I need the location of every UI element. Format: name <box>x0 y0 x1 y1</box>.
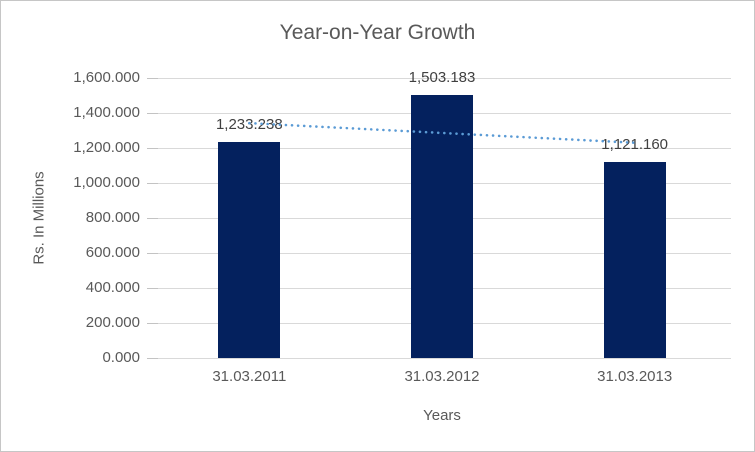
x-axis-category-label: 31.03.2013 <box>597 368 673 385</box>
data-label: 1,121.160 <box>601 135 669 153</box>
gridline <box>153 357 731 359</box>
y-axis-tick-mark <box>147 182 158 184</box>
y-axis-tick-mark <box>147 147 158 149</box>
bar-31.03.2011 <box>218 142 281 358</box>
bar-31.03.2012 <box>411 94 473 358</box>
plot-area: 1,233.238 1,503.183 1,121.160 <box>153 69 731 359</box>
y-axis-tick-mark <box>147 252 158 254</box>
chart-title: Year-on-Year Growth <box>279 21 476 44</box>
y-axis-tick-label: 1,400.000 <box>73 104 140 121</box>
y-axis-tick-mark <box>147 77 158 79</box>
y-axis-tick-label: 1,000.000 <box>73 174 140 191</box>
gridline <box>153 77 731 79</box>
data-label: 1,233.238 <box>215 116 283 134</box>
y-axis-tick-label: 400.000 <box>85 279 140 296</box>
y-axis-tick-label: 800.000 <box>85 209 140 226</box>
y-axis-tick-label: 600.000 <box>85 244 140 261</box>
y-axis-tick-mark <box>147 357 158 359</box>
y-axis-tick-label: 200.000 <box>85 314 140 331</box>
y-axis-tick-label: 1,600.000 <box>73 69 140 86</box>
x-axis-category-label: 31.03.2012 <box>404 368 480 385</box>
x-axis-category-label: 31.03.2011 <box>212 368 287 385</box>
y-axis-tick-mark <box>147 217 158 219</box>
y-axis-tick-mark <box>147 287 158 289</box>
y-axis-tick-label: 1,200.000 <box>73 139 140 156</box>
y-axis-tick-label: 0.000 <box>102 349 140 366</box>
y-axis-tick-mark <box>147 112 158 114</box>
x-axis-title: Years <box>423 407 461 424</box>
bar-31.03.2013 <box>603 161 666 358</box>
data-label: 1,503.183 <box>408 68 476 86</box>
y-axis-tick-mark <box>147 322 158 324</box>
